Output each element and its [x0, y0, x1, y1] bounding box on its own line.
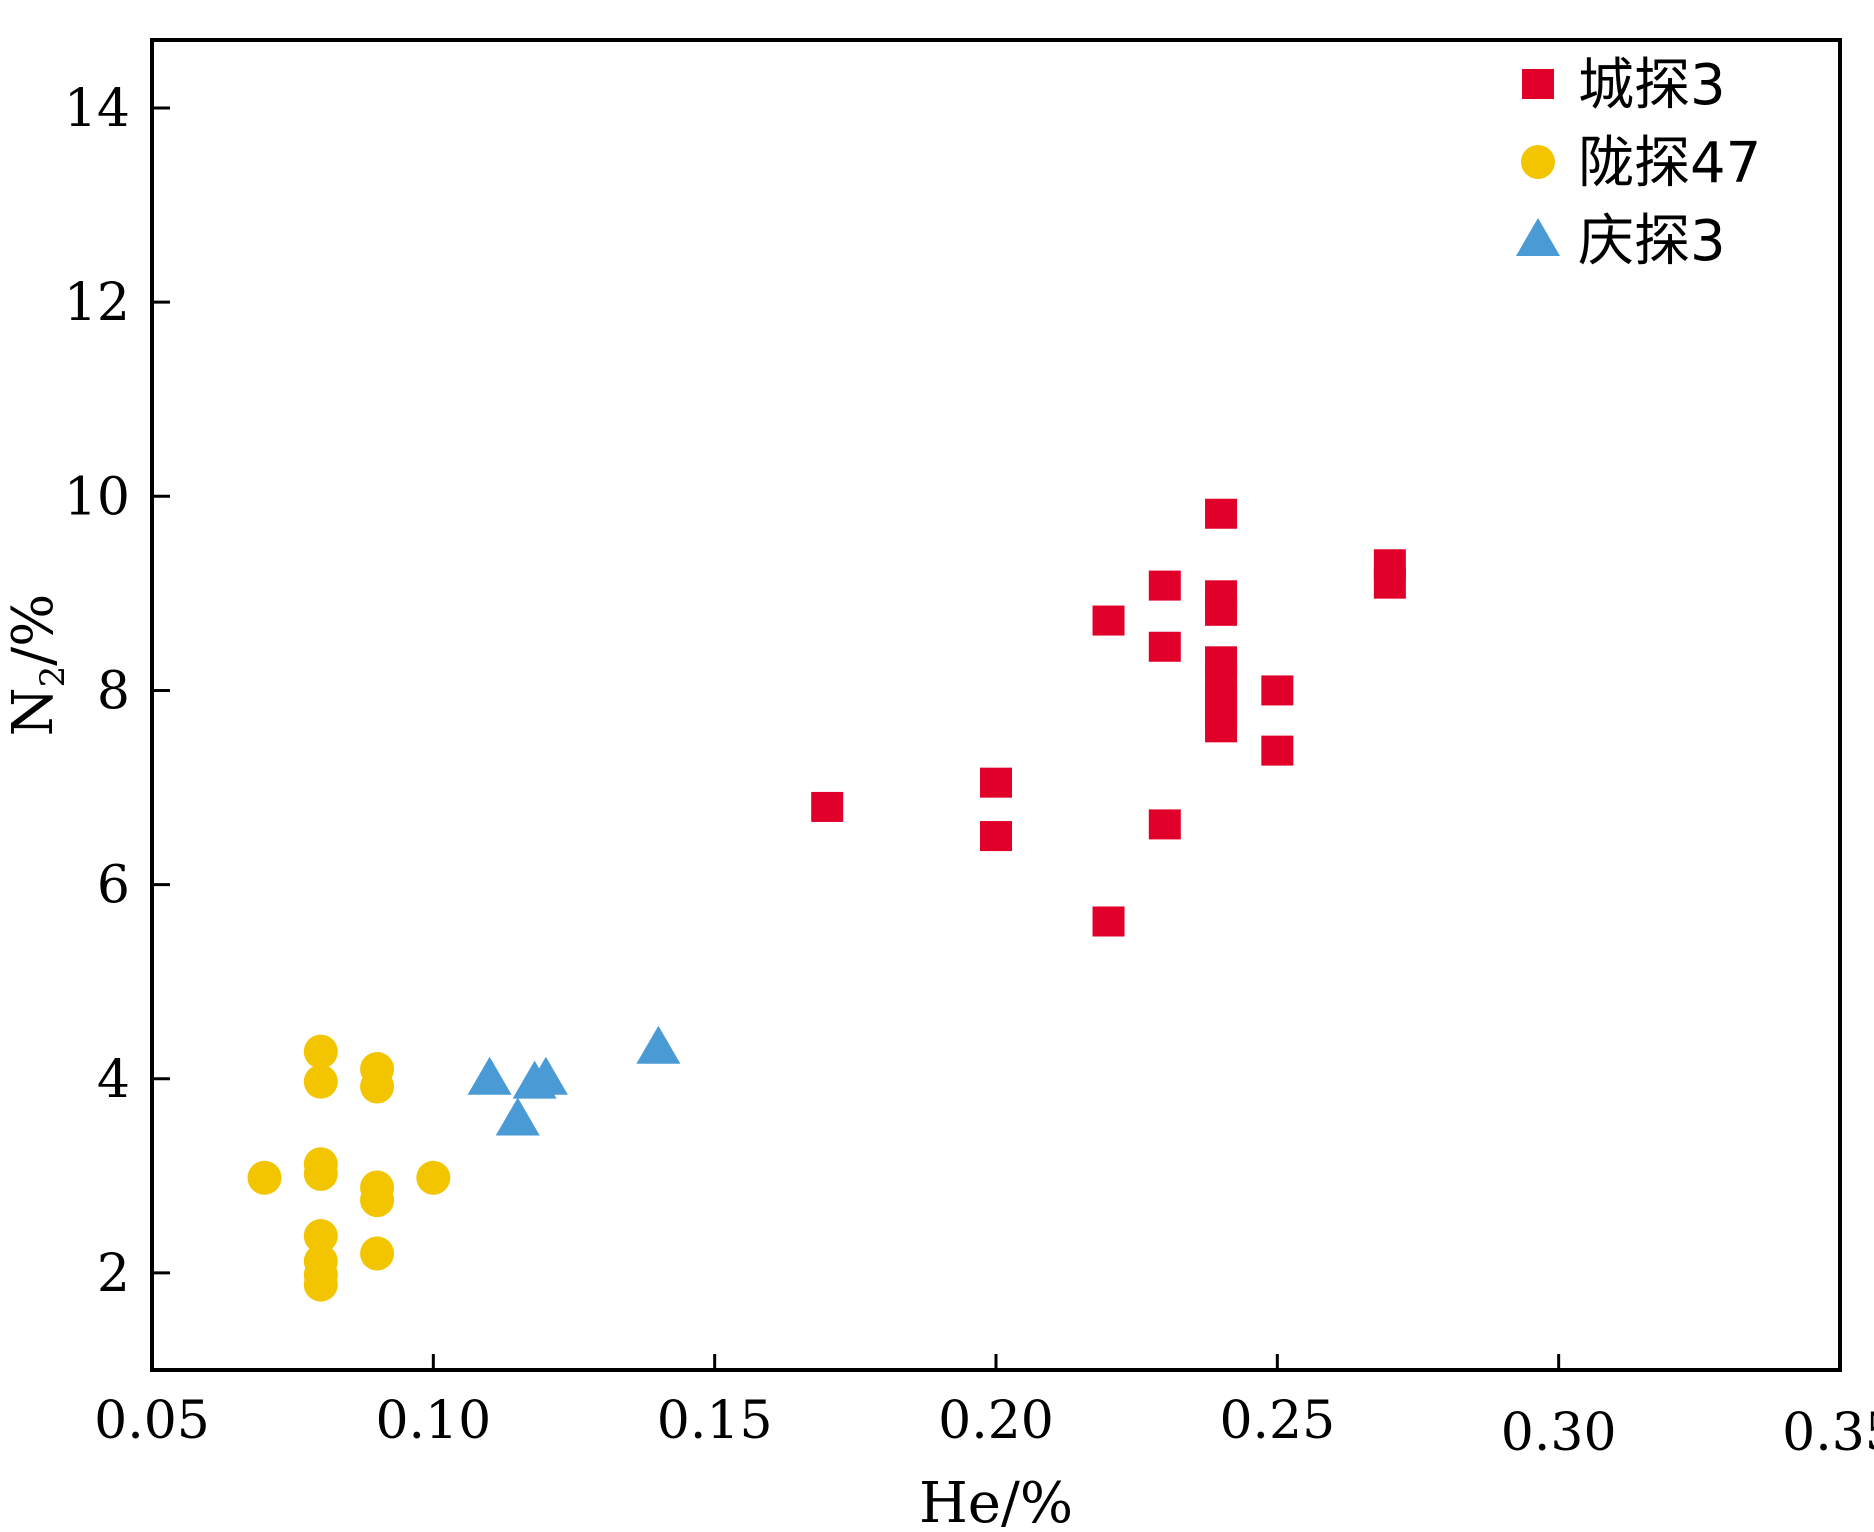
legend-marker — [1521, 145, 1555, 179]
y-axis-ticks: 2 4 6 8 10 12 14 — [64, 79, 170, 1304]
data-point — [1205, 498, 1238, 529]
y-axis-title-main: N — [1, 687, 66, 736]
x-tick-label: 0.25 — [1219, 1391, 1335, 1451]
x-tick-label: 0.15 — [657, 1391, 773, 1451]
data-point — [303, 1267, 338, 1302]
x-axis-ticks: 0.05 0.10 0.15 0.20 0.25 0.30 0.35 — [94, 1354, 1874, 1463]
y-tick-label: 8 — [97, 661, 130, 721]
data-point — [980, 767, 1012, 798]
data-point — [1205, 712, 1238, 743]
series-triangle — [467, 1025, 681, 1136]
data-point — [1092, 605, 1125, 636]
data-point — [360, 1236, 395, 1271]
data-point — [416, 1160, 451, 1195]
x-tick-label: 0.35 — [1782, 1403, 1874, 1463]
data-point — [636, 1025, 681, 1064]
data-point — [1261, 675, 1294, 706]
legend-label: 陇探47 — [1578, 131, 1761, 196]
y-tick-label: 10 — [64, 467, 130, 527]
data-point — [1373, 568, 1406, 599]
y-tick-label: 2 — [97, 1244, 130, 1304]
x-tick-label: 0.30 — [1501, 1403, 1617, 1463]
data-point — [523, 1056, 568, 1095]
x-tick-label: 0.10 — [375, 1391, 491, 1451]
y-tick-label: 12 — [64, 273, 130, 333]
legend: 城探3 陇探47 庆探3 — [1516, 53, 1761, 274]
data-point — [495, 1097, 540, 1136]
data-point — [303, 1064, 338, 1099]
y-tick-label: 4 — [97, 1050, 130, 1110]
series-square — [811, 498, 1406, 937]
legend-label: 庆探3 — [1578, 209, 1726, 274]
legend-marker — [1522, 69, 1554, 99]
data-point — [303, 1156, 338, 1191]
series-circle — [247, 1034, 451, 1302]
y-axis-title-tail: /% — [1, 594, 66, 666]
x-axis-title: He/% — [919, 1471, 1073, 1532]
data-point — [360, 1069, 395, 1104]
data-point — [811, 791, 844, 822]
data-point — [1205, 595, 1238, 626]
svg-text:N2/%: N2/% — [1, 594, 73, 737]
data-point — [360, 1183, 395, 1218]
data-point — [247, 1160, 282, 1195]
data-point — [303, 1034, 338, 1069]
data-point — [1092, 906, 1125, 937]
y-axis-title-subscript: 2 — [33, 666, 73, 688]
data-point — [1148, 631, 1181, 662]
data-points — [247, 498, 1406, 1302]
data-point — [467, 1056, 512, 1095]
data-point — [1148, 570, 1181, 601]
data-point — [1261, 735, 1294, 766]
legend-marker — [1516, 218, 1560, 256]
legend-label: 城探3 — [1578, 53, 1726, 118]
data-point — [980, 821, 1012, 852]
data-point — [303, 1219, 338, 1254]
data-point — [1148, 809, 1181, 840]
x-tick-label: 0.20 — [938, 1391, 1054, 1451]
y-tick-label: 14 — [64, 79, 130, 139]
y-axis-title: N2/% — [1, 594, 73, 737]
y-tick-label: 6 — [97, 856, 130, 916]
x-tick-label: 0.05 — [94, 1391, 210, 1451]
